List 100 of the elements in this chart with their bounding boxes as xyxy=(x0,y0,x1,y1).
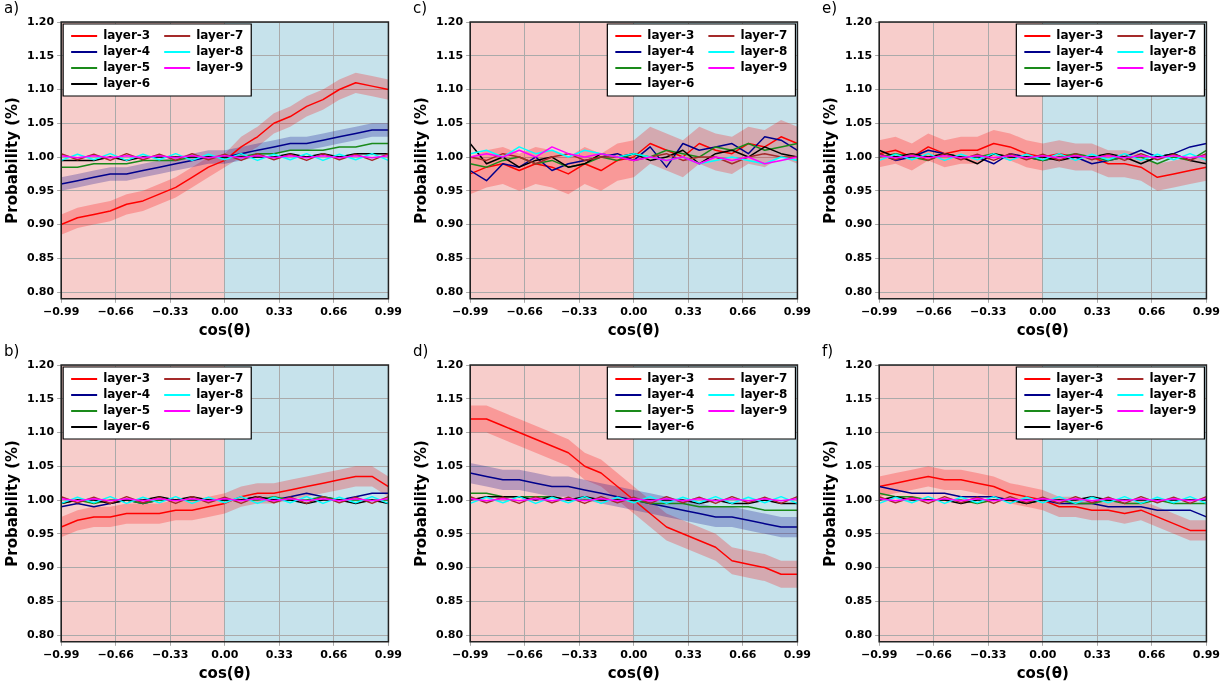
y-tick-label: 0.90 xyxy=(27,560,55,574)
y-tick-label: 1.10 xyxy=(436,425,464,439)
legend-label: layer-7 xyxy=(740,28,788,43)
y-tick-label: 1.00 xyxy=(845,149,873,163)
y-tick-label: 1.05 xyxy=(436,459,464,473)
x-tick-label: 0.33 xyxy=(674,648,702,662)
x-tick-label: −0.66 xyxy=(97,305,135,319)
y-tick-label: 1.20 xyxy=(436,357,464,371)
legend-label: layer-9 xyxy=(1149,403,1197,418)
x-axis-title: cos(θ) xyxy=(607,320,660,339)
x-tick-label: 0.66 xyxy=(1138,648,1166,662)
y-axis-title: Probability (%) xyxy=(411,97,430,224)
x-tick-label: 0.33 xyxy=(1083,305,1111,319)
legend-label: layer-8 xyxy=(1149,387,1197,402)
legend-label: layer-4 xyxy=(647,44,695,59)
y-tick-label: 1.05 xyxy=(27,459,55,473)
x-tick-label: 0.99 xyxy=(374,305,402,319)
x-tick-label: 0.66 xyxy=(320,648,348,662)
x-tick-label: −0.33 xyxy=(561,305,598,319)
x-tick-label: −0.33 xyxy=(152,305,189,319)
chart-title: a) xyxy=(4,0,20,18)
y-tick-label: 1.20 xyxy=(845,14,873,28)
y-tick-label: 0.80 xyxy=(436,284,464,298)
y-tick-label: 1.20 xyxy=(27,357,55,371)
x-tick-label: 0.33 xyxy=(265,305,293,319)
legend-label: layer-9 xyxy=(740,60,788,75)
legend-label: layer-7 xyxy=(196,371,244,386)
y-tick-label: 0.90 xyxy=(27,217,55,231)
y-tick-label: 0.90 xyxy=(845,560,873,574)
legend-label: layer-7 xyxy=(1149,28,1197,43)
x-tick-label: −0.99 xyxy=(451,648,489,662)
y-tick-label: 1.10 xyxy=(845,425,873,439)
y-tick-label: 1.00 xyxy=(27,492,55,506)
legend-label: layer-4 xyxy=(647,387,695,402)
y-tick-label: 1.00 xyxy=(436,492,464,506)
y-tick-label: 1.15 xyxy=(436,391,464,405)
y-tick-label: 0.95 xyxy=(845,526,873,540)
x-tick-label: 0.99 xyxy=(374,648,402,662)
legend-label: layer-6 xyxy=(647,76,695,91)
y-tick-label: 1.20 xyxy=(27,14,55,28)
legend-label: layer-5 xyxy=(647,60,695,75)
y-tick-label: 0.85 xyxy=(27,594,55,608)
y-tick-label: 1.20 xyxy=(436,14,464,28)
legend-label: layer-3 xyxy=(103,371,151,386)
y-tick-label: 1.15 xyxy=(845,391,873,405)
y-tick-label: 0.85 xyxy=(845,594,873,608)
y-tick-label: 0.80 xyxy=(27,627,55,641)
x-tick-label: −0.33 xyxy=(152,648,189,662)
x-tick-label: 0.66 xyxy=(729,305,757,319)
x-tick-label: 0.00 xyxy=(1029,305,1057,319)
x-tick-label: 0.33 xyxy=(1083,648,1111,662)
legend-label: layer-6 xyxy=(103,76,151,91)
legend-label: layer-9 xyxy=(196,403,244,418)
y-tick-label: 1.05 xyxy=(845,459,873,473)
y-tick-label: 1.05 xyxy=(845,116,873,130)
y-tick-label: 0.85 xyxy=(436,594,464,608)
y-tick-label: 1.10 xyxy=(27,425,55,439)
x-tick-label: −0.99 xyxy=(42,305,80,319)
y-tick-label: 1.15 xyxy=(436,48,464,62)
legend-label: layer-6 xyxy=(1056,419,1104,434)
y-tick-label: 0.90 xyxy=(845,217,873,231)
x-tick-label: 0.66 xyxy=(320,305,348,319)
legend-label: layer-8 xyxy=(740,44,788,59)
chart-title: b) xyxy=(4,342,20,361)
x-tick-label: 0.00 xyxy=(211,305,239,319)
y-tick-label: 1.00 xyxy=(436,149,464,163)
y-tick-label: 0.80 xyxy=(27,284,55,298)
legend-label: layer-3 xyxy=(647,28,695,43)
y-tick-label: 1.20 xyxy=(845,357,873,371)
y-tick-label: 0.80 xyxy=(845,284,873,298)
x-tick-label: 0.66 xyxy=(729,648,757,662)
legend-label: layer-6 xyxy=(103,419,151,434)
y-tick-label: 0.85 xyxy=(845,251,873,265)
y-tick-label: 0.95 xyxy=(27,183,55,197)
x-tick-label: 0.00 xyxy=(1029,648,1057,662)
y-axis-title: Probability (%) xyxy=(820,97,839,224)
x-tick-label: 0.66 xyxy=(1138,305,1166,319)
y-axis-title: Probability (%) xyxy=(2,97,21,224)
legend-label: layer-4 xyxy=(1056,387,1104,402)
y-tick-label: 0.80 xyxy=(436,627,464,641)
chart-title: c) xyxy=(413,0,428,18)
y-tick-label: 1.15 xyxy=(27,48,55,62)
y-tick-label: 1.10 xyxy=(27,82,55,96)
y-tick-label: 0.80 xyxy=(845,627,873,641)
legend-label: layer-4 xyxy=(103,44,151,59)
legend-label: layer-5 xyxy=(103,60,151,75)
x-tick-label: 0.99 xyxy=(783,648,811,662)
legend-label: layer-5 xyxy=(1056,403,1104,418)
legend-label: layer-5 xyxy=(647,403,695,418)
legend-label: layer-4 xyxy=(103,387,151,402)
y-tick-label: 0.95 xyxy=(27,526,55,540)
legend-label: layer-7 xyxy=(1149,371,1197,386)
x-tick-label: 0.33 xyxy=(265,648,293,662)
legend-label: layer-8 xyxy=(196,44,244,59)
y-axis-title: Probability (%) xyxy=(411,440,430,567)
y-tick-label: 1.10 xyxy=(436,82,464,96)
y-axis-title: Probability (%) xyxy=(2,440,21,567)
x-tick-label: 0.00 xyxy=(620,648,648,662)
x-axis-title: cos(θ) xyxy=(1016,663,1069,682)
y-tick-label: 0.95 xyxy=(436,183,464,197)
